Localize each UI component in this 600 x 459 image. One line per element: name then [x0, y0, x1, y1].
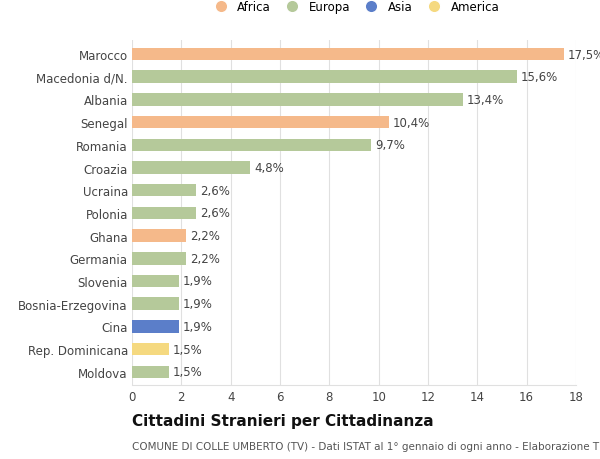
Text: 1,9%: 1,9% — [182, 297, 212, 310]
Text: Cittadini Stranieri per Cittadinanza: Cittadini Stranieri per Cittadinanza — [132, 413, 434, 428]
Bar — [132, 343, 169, 356]
Bar — [132, 71, 517, 84]
Text: 2,2%: 2,2% — [190, 230, 220, 242]
Text: 2,6%: 2,6% — [200, 207, 230, 220]
Bar — [132, 320, 179, 333]
Text: 9,7%: 9,7% — [375, 139, 405, 152]
Legend: Africa, Europa, Asia, America: Africa, Europa, Asia, America — [206, 0, 502, 17]
Text: 2,6%: 2,6% — [200, 185, 230, 197]
Bar — [132, 162, 250, 174]
Text: 1,9%: 1,9% — [182, 320, 212, 333]
Text: 1,9%: 1,9% — [182, 275, 212, 288]
Bar — [132, 49, 563, 61]
Text: 15,6%: 15,6% — [521, 71, 558, 84]
Bar — [132, 275, 179, 288]
Bar — [132, 207, 196, 220]
Bar — [132, 230, 186, 242]
Bar — [132, 139, 371, 152]
Bar — [132, 298, 179, 310]
Text: 13,4%: 13,4% — [466, 94, 503, 106]
Text: 17,5%: 17,5% — [568, 48, 600, 62]
Text: 10,4%: 10,4% — [392, 117, 430, 129]
Text: 4,8%: 4,8% — [254, 162, 284, 174]
Bar — [132, 252, 186, 265]
Text: 2,2%: 2,2% — [190, 252, 220, 265]
Bar — [132, 117, 389, 129]
Text: COMUNE DI COLLE UMBERTO (TV) - Dati ISTAT al 1° gennaio di ogni anno - Elaborazi: COMUNE DI COLLE UMBERTO (TV) - Dati ISTA… — [132, 441, 600, 451]
Bar — [132, 94, 463, 106]
Text: 1,5%: 1,5% — [173, 343, 202, 356]
Text: 1,5%: 1,5% — [173, 365, 202, 379]
Bar — [132, 185, 196, 197]
Bar — [132, 366, 169, 378]
